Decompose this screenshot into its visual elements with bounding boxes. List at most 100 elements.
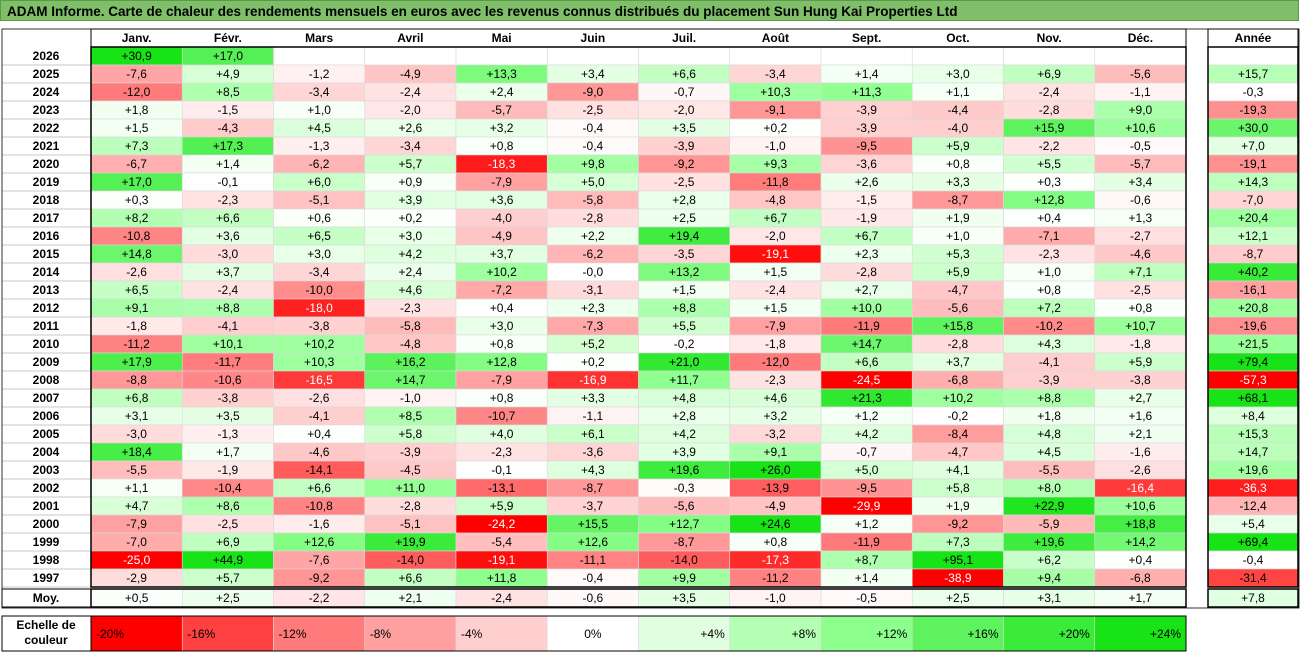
scale-label: -20% [96,627,124,641]
annual-value: -19,1 [1239,157,1267,171]
cell-value: -5,8 [583,193,604,207]
heatmap-cell [455,46,548,66]
avg-value: -0,5 [856,591,877,605]
cell-value: -7,1 [1039,229,1060,243]
cell-value: +6,2 [1037,553,1061,567]
cell-value: +0,3 [125,193,149,207]
cell-value: -2,3 [218,193,239,207]
cell-value: -18,3 [488,157,516,171]
heatmap-cell [911,46,1004,66]
cell-value: +9,1 [764,445,788,459]
cell-value: +3,4 [1129,175,1153,189]
cell-value: -9,5 [856,139,877,153]
cell-value: -14,0 [397,553,425,567]
annual-value: -16,1 [1239,283,1267,297]
cell-value: -14,1 [305,463,333,477]
cell-value: -4,7 [948,445,969,459]
year-label: 2022 [33,121,60,135]
cell-value: -5,6 [1130,67,1151,81]
annual-value: -19,6 [1239,319,1267,333]
cell-value: +3,2 [764,409,788,423]
cell-value: -4,6 [1130,247,1151,261]
cell-value: -0,4 [583,139,604,153]
avg-value: +2,1 [399,591,423,605]
avg-value: +2,5 [216,591,240,605]
cell-value: -8,8 [126,373,147,387]
annual-value: +79,4 [1238,355,1269,369]
cell-value: -10,2 [1035,319,1063,333]
year-label: 2009 [33,355,60,369]
cell-value: -38,9 [944,571,972,585]
cell-value: -11,7 [215,355,242,369]
avg-value: +3,5 [672,591,696,605]
cell-value: -24,5 [853,373,881,387]
cell-value: +6,8 [125,391,149,405]
cell-value: +7,3 [125,139,149,153]
cell-value: -3,4 [309,85,330,99]
scale-swatch [181,615,274,652]
cell-value: +1,0 [1037,265,1061,279]
cell-value: +0,4 [1129,553,1153,567]
cell-value: +1,3 [1129,211,1153,225]
cell-value: -4,1 [1039,355,1060,369]
cell-value: +5,0 [855,463,879,477]
year-label: 2001 [33,499,60,513]
cell-value: -2,4 [218,283,239,297]
month-header: Mai [492,31,512,45]
cell-value: -17,3 [762,553,790,567]
year-label: 2010 [33,337,60,351]
cell-value: -4,0 [948,121,969,135]
cell-value: -7,0 [126,535,147,549]
cell-value: +1,4 [855,67,879,81]
cell-value: -12,0 [123,85,151,99]
annual-value: +19,6 [1238,463,1269,477]
annual-cell [1207,46,1299,66]
month-header: Juin [581,31,606,45]
scale-label: -4% [461,627,483,641]
year-label: 2025 [33,67,60,81]
year-label: 2012 [33,301,60,315]
cell-value: +4,1 [946,463,970,477]
cell-value: +9,8 [581,157,605,171]
cell-value: +11,8 [487,571,517,585]
cell-value: -7,6 [309,553,330,567]
cell-value: +4,6 [764,391,788,405]
annual-value: +12,1 [1238,229,1269,243]
scale-label: -16% [187,627,215,641]
year-label: 2020 [33,157,60,171]
year-label: 2011 [33,319,59,333]
month-header: Déc. [1128,31,1153,45]
cell-value: -1,0 [400,391,421,405]
cell-value: -2,5 [218,517,239,531]
cell-value: -9,2 [309,571,330,585]
cell-value: +9,0 [1129,103,1153,117]
cell-value: -2,8 [948,337,969,351]
cell-value: -3,1 [583,283,604,297]
cell-value: -9,2 [948,517,969,531]
scale-label: -12% [279,627,307,641]
cell-value: +3,5 [216,409,240,423]
year-label: 2014 [33,265,60,279]
cell-value: +5,9 [946,139,970,153]
cell-value: +3,7 [946,355,970,369]
cell-value: +10,1 [213,337,244,351]
avg-label: Moy. [33,591,59,605]
cell-value: -2,7 [1130,229,1151,243]
cell-value: +4,2 [855,427,879,441]
month-header: Août [762,31,789,45]
cell-value: +6,6 [855,355,879,369]
cell-value: +6,6 [216,211,240,225]
avg-value: +3,1 [1037,591,1061,605]
cell-value: +0,9 [399,175,423,189]
cell-value: +13,3 [486,67,517,81]
cell-value: -0,5 [1130,139,1151,153]
cell-value: +8,0 [1037,481,1061,495]
cell-value: -10,4 [214,481,242,495]
cell-value: -4,9 [400,67,421,81]
grid-border [90,46,1187,588]
year-label: 2000 [33,517,60,531]
cell-value: -5,5 [1039,463,1060,477]
cell-value: -6,2 [583,247,604,261]
cell-value: -0,7 [856,445,877,459]
